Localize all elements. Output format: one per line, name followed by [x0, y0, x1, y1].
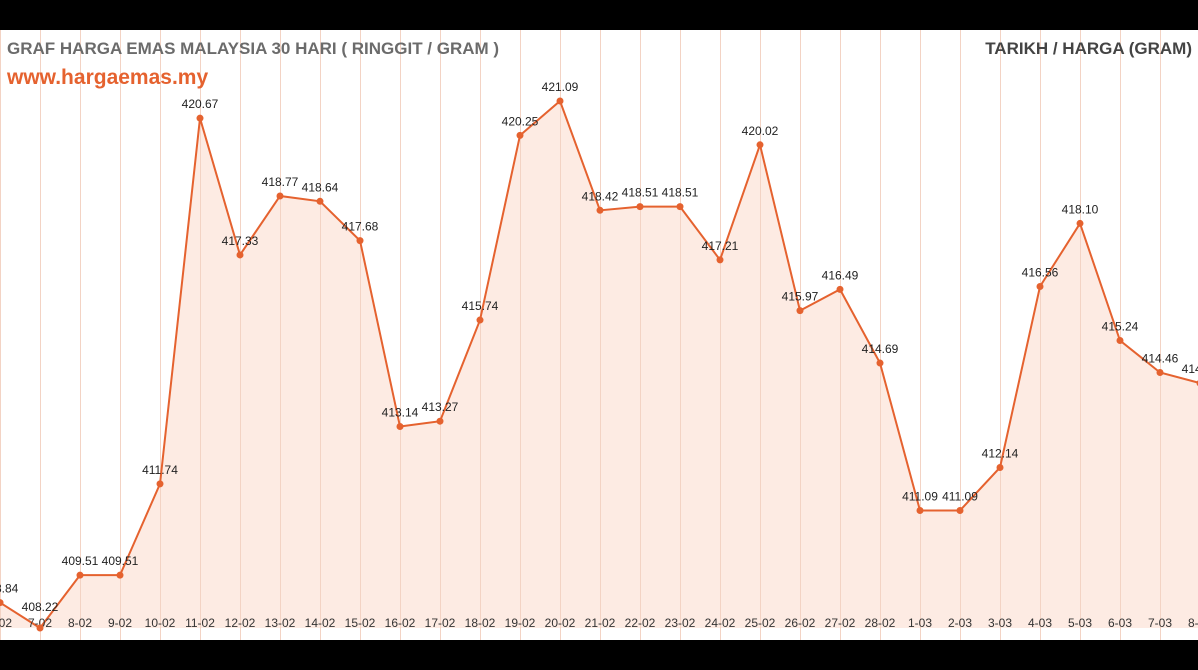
data-point — [36, 624, 44, 632]
x-tick-label: 14-02 — [305, 616, 336, 630]
chart-title: GRAF HARGA EMAS MALAYSIA 30 HARI ( RINGG… — [7, 39, 500, 58]
data-point — [316, 197, 324, 205]
data-point — [516, 131, 524, 139]
data-label: 421.09 — [542, 80, 579, 94]
data-label: 411.09 — [942, 489, 978, 503]
x-tick-label: 8-02 — [68, 616, 92, 630]
data-point — [956, 506, 964, 514]
data-label: 412.14 — [982, 446, 1019, 460]
area-fill — [0, 100, 1198, 628]
data-label: 416.49 — [822, 268, 859, 282]
x-tick-label: 1-03 — [908, 616, 932, 630]
data-point — [76, 571, 84, 579]
data-label: 418.51 — [622, 186, 659, 200]
x-tick-label: 10-02 — [145, 616, 176, 630]
data-label: 418.42 — [582, 189, 619, 203]
data-point — [916, 506, 924, 514]
data-point — [1076, 219, 1084, 227]
data-point — [556, 97, 564, 105]
x-tick-label: 17-02 — [425, 616, 456, 630]
data-point — [1156, 368, 1164, 376]
data-label: 411.09 — [902, 489, 938, 503]
data-label: 408.22 — [22, 600, 59, 614]
data-point — [876, 359, 884, 367]
x-tick-label: 9-02 — [108, 616, 132, 630]
data-label: 415.97 — [782, 290, 819, 304]
data-label: 409.51 — [62, 554, 99, 568]
data-point — [636, 203, 644, 211]
data-label: 414.46 — [1142, 351, 1179, 365]
data-point — [396, 423, 404, 431]
data-label: 408.84 — [0, 582, 19, 596]
data-label: 411.74 — [142, 463, 178, 477]
data-point — [676, 203, 684, 211]
data-point — [436, 417, 444, 425]
data-point — [116, 571, 124, 579]
x-tick-label: 27-02 — [825, 616, 856, 630]
x-tick-label: 28-02 — [865, 616, 896, 630]
data-point — [476, 316, 484, 324]
data-label: 413.14 — [382, 406, 419, 420]
x-tick-label: 22-02 — [625, 616, 656, 630]
x-tick-label: 18-02 — [465, 616, 496, 630]
x-tick-label: 3-03 — [988, 616, 1012, 630]
data-label: 420.02 — [742, 124, 779, 138]
x-tick-label: 13-02 — [265, 616, 296, 630]
x-tick-label: 12-02 — [225, 616, 256, 630]
website-link[interactable]: www.hargaemas.my — [7, 66, 209, 89]
x-tick-label: 20-02 — [545, 616, 576, 630]
x-tick-label: 8-03 — [1188, 616, 1198, 630]
x-tick-label: 2-03 — [948, 616, 972, 630]
data-point — [836, 285, 844, 293]
x-tick-label: 19-02 — [505, 616, 536, 630]
x-tick-label: 26-02 — [785, 616, 816, 630]
legend-text: TARIKH / HARGA (GRAM) — [985, 39, 1192, 58]
data-point — [236, 251, 244, 259]
gold-price-chart: 6-02 7-02 8-02 9-02 10-02 11-02 12-02 13-02 14-0… — [0, 30, 1198, 640]
data-point — [716, 256, 724, 264]
data-point — [196, 114, 204, 122]
data-label: 420.67 — [182, 97, 219, 111]
data-point — [796, 307, 804, 315]
data-label: 417.21 — [702, 239, 739, 253]
data-label: 414.69 — [862, 342, 899, 356]
x-tick-label: 16-02 — [385, 616, 416, 630]
x-tick-label: 4-03 — [1028, 616, 1052, 630]
data-label: 418.64 — [302, 180, 339, 194]
x-tick-label: 7-03 — [1148, 616, 1172, 630]
x-tick-label: 6-02 — [0, 616, 12, 630]
x-tick-label: 11-02 — [185, 616, 215, 630]
data-point — [1116, 337, 1124, 345]
data-point — [996, 463, 1004, 471]
data-point — [756, 141, 764, 149]
data-label: 417.68 — [342, 220, 379, 234]
x-tick-label: 25-02 — [745, 616, 776, 630]
data-label: 418.77 — [262, 175, 299, 189]
data-label: 415.24 — [1102, 320, 1139, 334]
data-label: 415.74 — [462, 299, 499, 313]
x-tick-label: 5-03 — [1068, 616, 1092, 630]
data-point — [1036, 282, 1044, 290]
data-label: 416.56 — [1022, 265, 1059, 279]
data-point — [596, 206, 604, 214]
data-label: 420.25 — [502, 114, 539, 128]
data-label: 409.51 — [102, 554, 139, 568]
x-tick-label: 15-02 — [345, 616, 376, 630]
x-tick-label: 21-02 — [585, 616, 616, 630]
x-tick-label: 23-02 — [665, 616, 696, 630]
data-point — [276, 192, 284, 200]
data-point — [0, 599, 4, 607]
data-point — [156, 480, 164, 488]
chart-area: 6-02 7-02 8-02 9-02 10-02 11-02 12-02 13-02 14-0… — [0, 30, 1198, 640]
x-tick-label: 6-03 — [1108, 616, 1132, 630]
data-label: 413.27 — [422, 400, 459, 414]
x-tick-label: 24-02 — [705, 616, 736, 630]
data-label: 418.10 — [1062, 202, 1099, 216]
data-label: 418.51 — [662, 186, 699, 200]
data-label: 414.20 — [1182, 362, 1198, 376]
x-tick-label: 7-02 — [28, 616, 52, 630]
data-point — [356, 237, 364, 245]
data-label: 417.33 — [222, 234, 259, 248]
